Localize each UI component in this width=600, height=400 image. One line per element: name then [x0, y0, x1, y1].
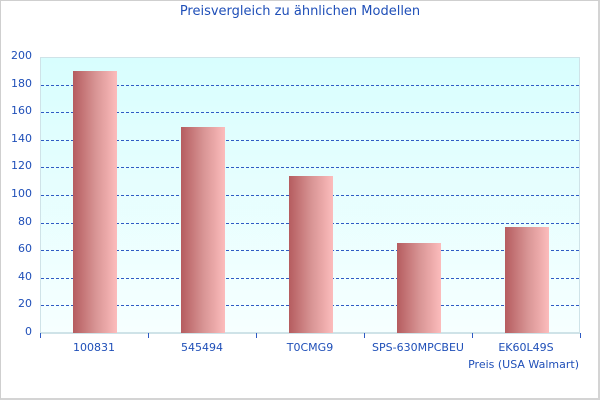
gridline: [41, 112, 579, 114]
y-tick-label: 180: [11, 76, 32, 90]
x-tick-label: EK60L49S: [498, 341, 554, 354]
bar-100831[interactable]: [73, 70, 117, 333]
bar-t0cmg9[interactable]: [289, 175, 333, 333]
x-axis-line: [40, 333, 580, 334]
gridline: [41, 139, 579, 141]
y-tick-label: 20: [18, 297, 32, 311]
y-tick-label: 200: [11, 49, 32, 62]
x-tick-label: SPS-630MPCBEU: [372, 341, 464, 354]
x-tick-label: 100831: [73, 341, 115, 354]
y-tick-label: 100: [11, 187, 32, 200]
x-tick-mark: [580, 333, 581, 338]
y-tick-label: 140: [11, 131, 32, 145]
y-tick-label: 40: [18, 269, 32, 283]
bar-ek60l49s[interactable]: [505, 226, 549, 333]
x-tick-mark: [256, 333, 257, 338]
x-tick-mark: [148, 333, 149, 338]
bar-sps-630mpcbeu[interactable]: [397, 243, 441, 333]
x-tick-mark: [472, 333, 473, 338]
chart-title: Preisvergleich zu ähnlichen Modellen: [179, 4, 421, 19]
y-tick-label: 80: [18, 214, 32, 228]
x-tick-mark: [364, 333, 365, 338]
bar-545494[interactable]: [181, 127, 225, 333]
x-tick-mark: [40, 333, 41, 338]
y-tick-label: 60: [18, 242, 32, 256]
x-tick-label: 545494: [181, 341, 223, 354]
x-axis-title: Preis (USA Walmart): [468, 358, 579, 371]
gridline: [41, 84, 579, 86]
gridline: [41, 167, 579, 169]
y-tick-label: 0: [25, 325, 32, 338]
x-tick-label: T0CMG9: [286, 341, 334, 354]
y-tick-label: 160: [11, 104, 32, 118]
y-tick-label: 120: [11, 159, 32, 173]
plot-area: [40, 57, 580, 333]
